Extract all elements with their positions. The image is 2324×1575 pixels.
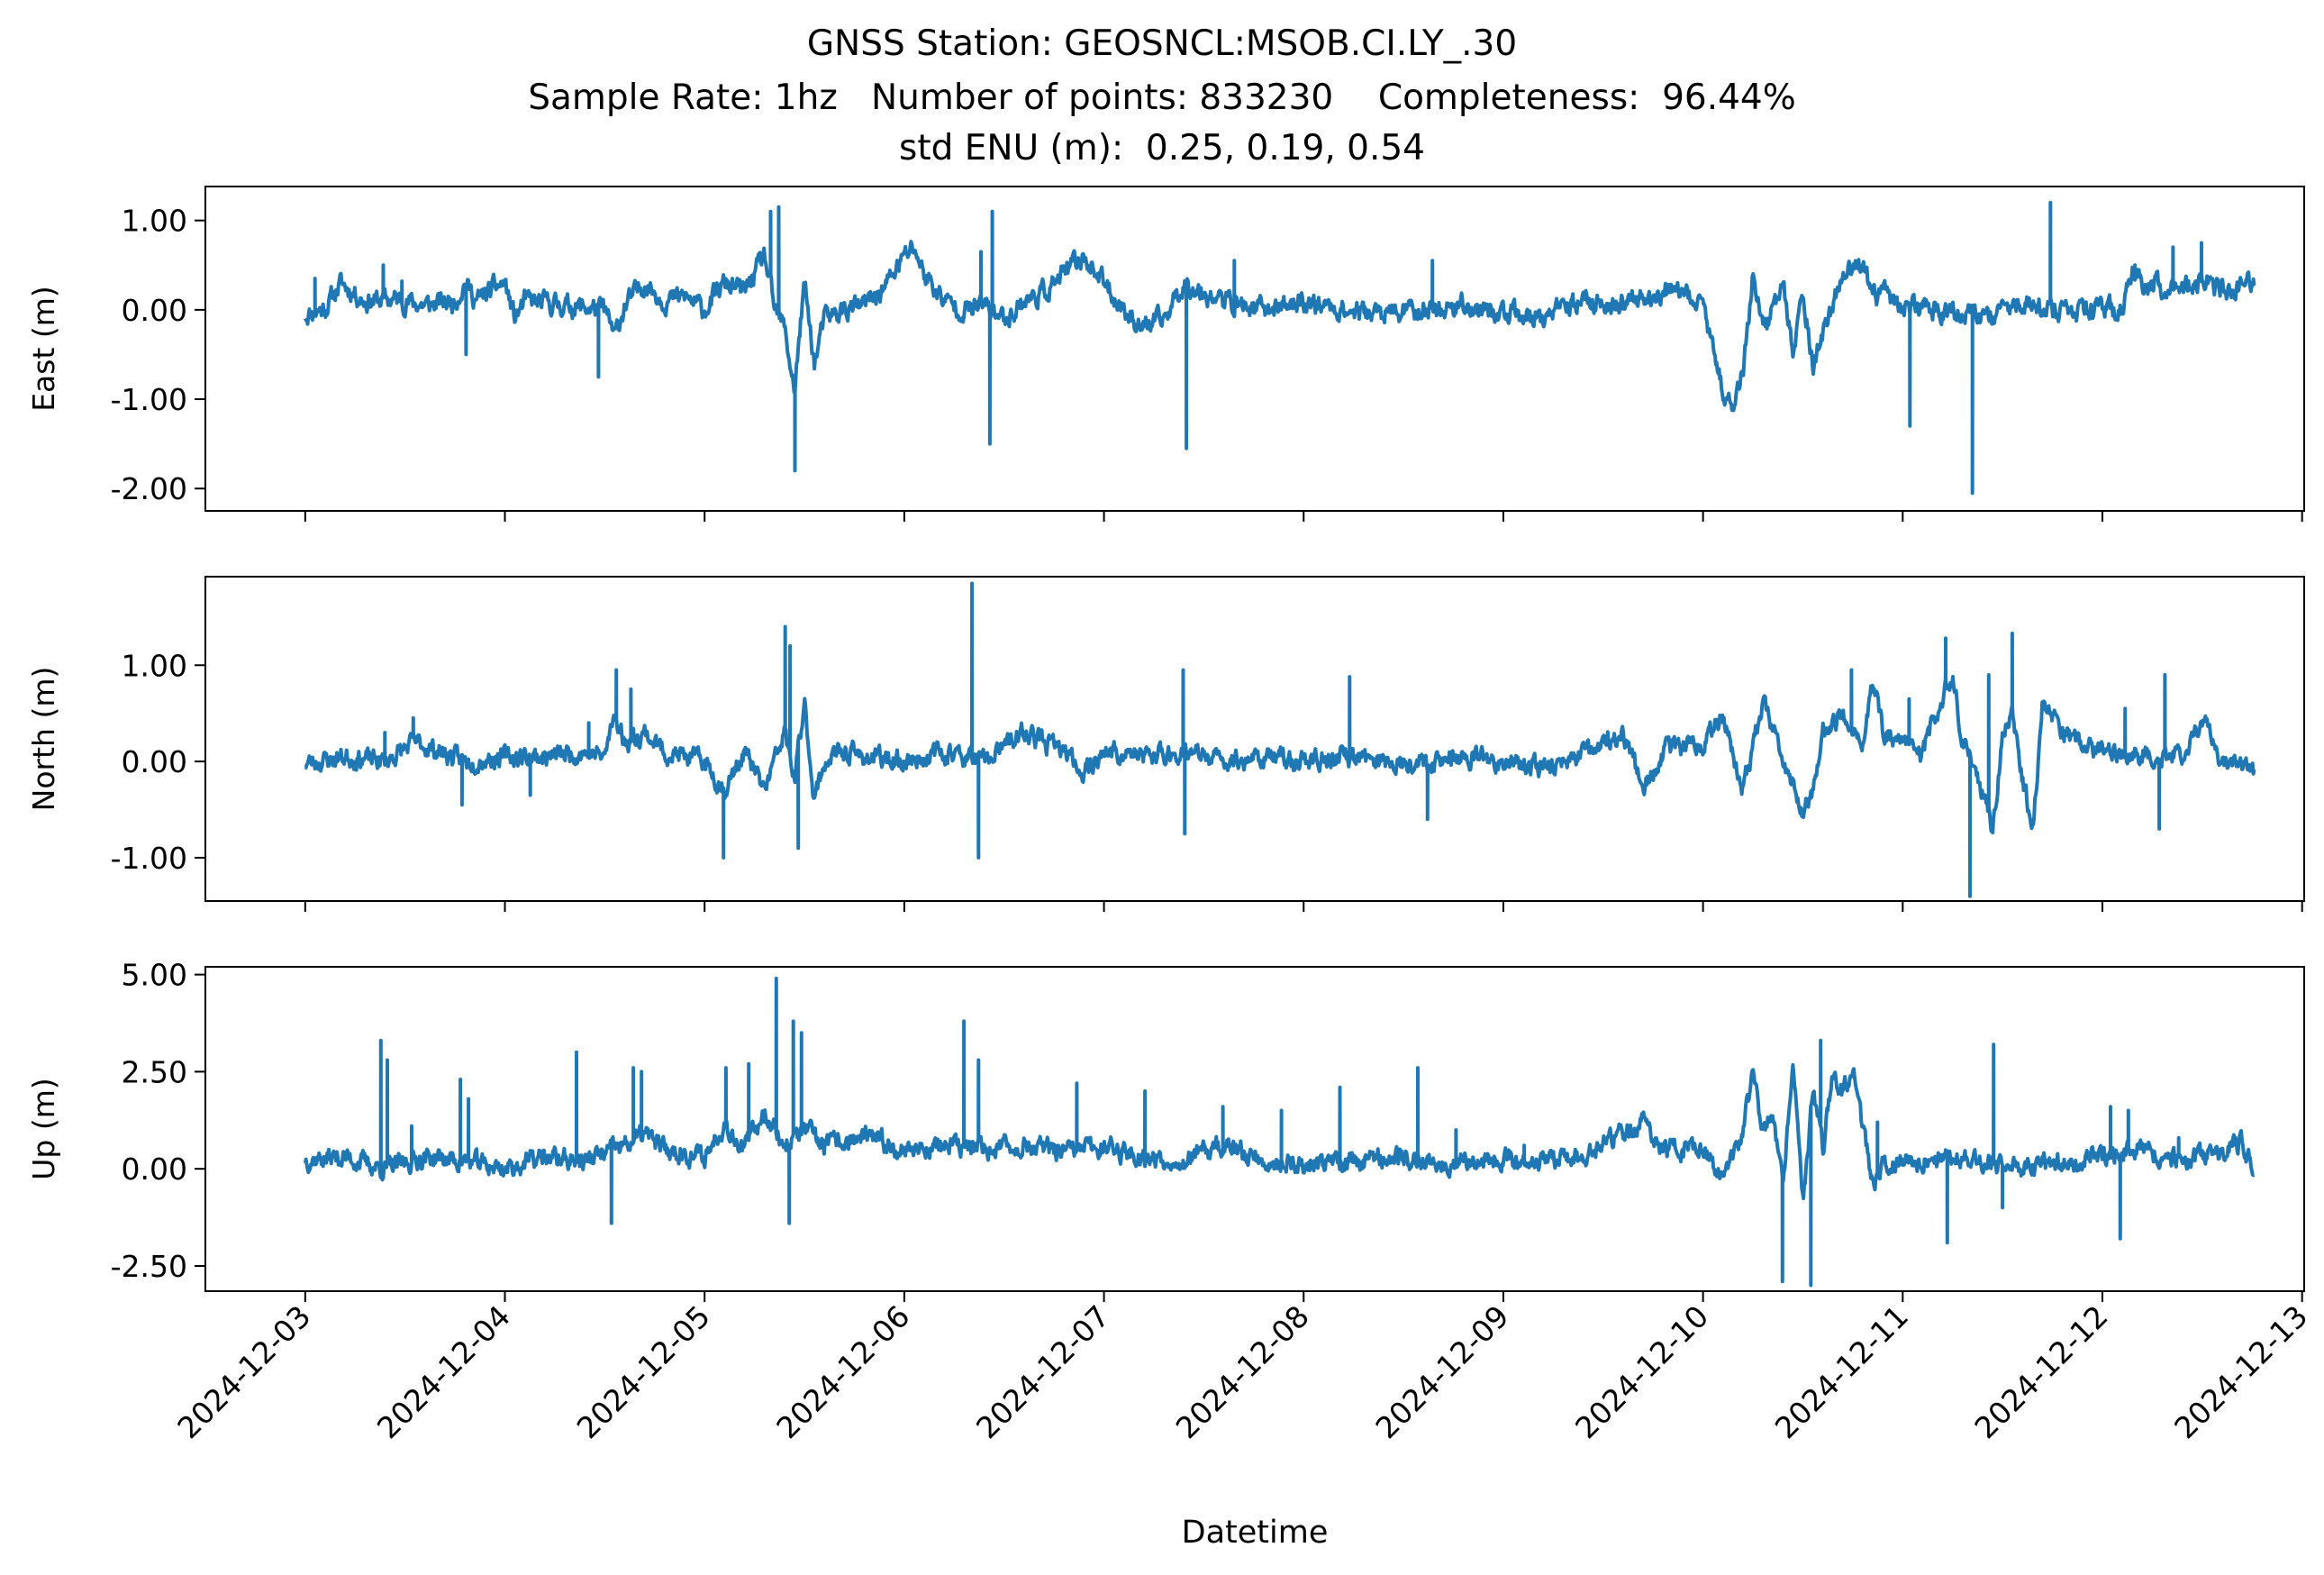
- x-tick-label: 2024-12-11: [1768, 1298, 1915, 1445]
- plot-frame-up: [204, 966, 2305, 1292]
- y-axis-label: North (m): [26, 667, 61, 812]
- y-tick-label: 1.00: [122, 204, 187, 239]
- x-tick-label: 2024-12-06: [769, 1298, 916, 1445]
- series-line-east: [304, 200, 2256, 496]
- x-tick-label: 2024-12-12: [1967, 1298, 2114, 1445]
- chart-title-line-1: GNSS Station: GEOSNCL:MSOB.CI.LY_.30: [806, 23, 1518, 64]
- x-tick-label: 2024-12-04: [370, 1298, 517, 1445]
- x-tick-label: 2024-12-13: [2167, 1298, 2314, 1445]
- y-tick-label: -1.00: [111, 382, 187, 417]
- x-tick-label: 2024-12-07: [969, 1298, 1116, 1445]
- x-axis-label: Datetime: [1182, 1515, 1329, 1551]
- y-tick-label: -1.00: [111, 841, 187, 876]
- y-tick-label: -2.00: [111, 471, 187, 506]
- y-axis-label: East (m): [26, 286, 61, 412]
- plot-frame-east: [204, 186, 2305, 512]
- chart-title-line-2: Sample Rate: 1hz Number of points: 83323…: [528, 77, 1796, 118]
- y-tick-label: 0.00: [122, 1152, 187, 1187]
- plot-frame-north: [204, 576, 2305, 902]
- series-line-north: [304, 581, 2256, 898]
- y-tick-label: 0.00: [122, 293, 187, 328]
- x-tick-label: 2024-12-09: [1368, 1298, 1515, 1445]
- x-tick-label: 2024-12-10: [1568, 1298, 1715, 1445]
- x-tick-label: 2024-12-03: [170, 1298, 317, 1445]
- y-axis-label: Up (m): [26, 1078, 61, 1180]
- y-tick-label: -2.50: [111, 1249, 187, 1284]
- chart-title-line-3: std ENU (m): 0.25, 0.19, 0.54: [899, 128, 1425, 168]
- x-tick-label: 2024-12-05: [570, 1298, 717, 1445]
- series-line-up: [303, 976, 2256, 1288]
- y-tick-label: 2.50: [122, 1054, 187, 1089]
- y-tick-label: 5.00: [122, 958, 187, 993]
- x-tick-label: 2024-12-08: [1169, 1298, 1316, 1445]
- y-tick-label: 0.00: [122, 744, 187, 779]
- y-tick-label: 1.00: [122, 648, 187, 683]
